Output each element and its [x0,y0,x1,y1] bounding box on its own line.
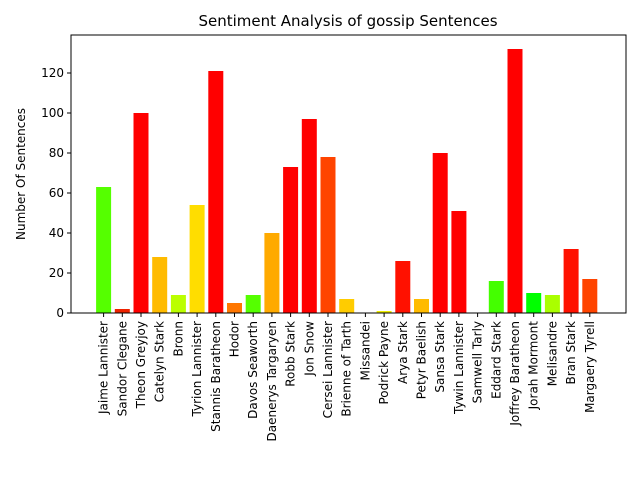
bar-daenerys-targaryen [264,233,280,313]
chart-title: Sentiment Analysis of gossip Sentences [198,12,497,30]
x-tick-label: Joffrey Baratheon [508,321,522,427]
y-tick-label: 40 [49,226,64,240]
x-tick-label: Robb Stark [284,321,298,387]
y-tick-label: 100 [41,106,64,120]
x-tick-label: Bran Stark [564,321,578,385]
bar-tywin-lannister [451,211,467,313]
x-tick-label: Tywin Lannister [452,321,466,415]
bar-jaime-lannister [96,187,112,313]
y-tick-label: 80 [49,146,64,160]
bar-podrick-payne [376,311,392,313]
y-axis-label: Number Of Sentences [14,108,28,240]
bar-brienne-of-tarth [339,299,355,313]
plot-area: 0 20 40 60 80 100 120 Jaime Lannister Sandor Cle… [41,34,627,441]
bar-petyr-baelish [414,299,429,313]
bar-jorah-mormont [526,293,542,313]
x-tick-label: Stannis Baratheon [209,321,223,432]
x-tick-label: Samwell Tarly [471,321,485,403]
y-tick-label: 20 [49,266,64,280]
x-tick-label: Eddard Stark [489,321,503,399]
y-tick-label: 60 [49,186,64,200]
y-tick-label: 120 [41,66,64,80]
x-tick-label: Theon Greyjoy [134,321,148,409]
bar-jon-snow [301,119,317,313]
x-tick-label: Bronn [171,321,185,356]
bar-margaery-tyrell [582,279,598,313]
bar-robb-stark [283,167,299,313]
bar-tyrion-lannister [189,205,205,313]
bar-melisandre [544,295,560,313]
bar-cersei-lannister [320,157,336,313]
bar-eddard-stark [488,281,504,313]
bar-catelyn-stark [152,257,168,313]
x-tick-label: Jaime Lannister [97,321,111,415]
bar-hodor [227,303,242,313]
axes-frame [70,34,627,314]
bar-arya-stark [395,261,411,313]
x-tick-label: Margaery Tyrell [583,321,597,413]
x-tick-label: Catelyn Stark [153,321,167,402]
x-tick-label: Davos Seaworth [246,321,260,419]
bar-bronn [170,295,186,313]
bar-davos-seaworth [245,295,261,313]
y-tick-label: 0 [56,306,64,320]
x-tick-label: Brienne of Tarth [340,321,354,417]
x-tick-label: Daenerys Targaryen [265,321,279,441]
bar-joffrey-baratheon [507,49,523,313]
x-tick-label: Petyr Baelish [415,321,429,399]
x-tick-label: Jorah Mormont [527,321,541,411]
bar-theon-greyjoy [133,113,149,313]
x-tick-label: Cersei Lannister [321,321,335,418]
bar-sansa-stark [432,153,448,313]
x-tick-label: Missandei [358,321,372,380]
x-tick-label: Tyrion Lannister [190,321,204,418]
x-tick-label: Jon Snow [302,321,316,377]
bar-stannis-baratheon [208,71,224,313]
x-tick-label: Arya Stark [396,321,410,384]
bar-sandor-clegane [114,309,130,313]
x-tick-label: Podrick Payne [377,321,391,405]
x-tick-label: Sansa Stark [433,321,447,393]
x-tick-label: Melisandre [545,321,559,386]
bar-bran-stark [563,249,579,313]
x-tick-label: Hodor [228,321,242,357]
x-tick-label: Sandor Clegane [115,321,129,416]
